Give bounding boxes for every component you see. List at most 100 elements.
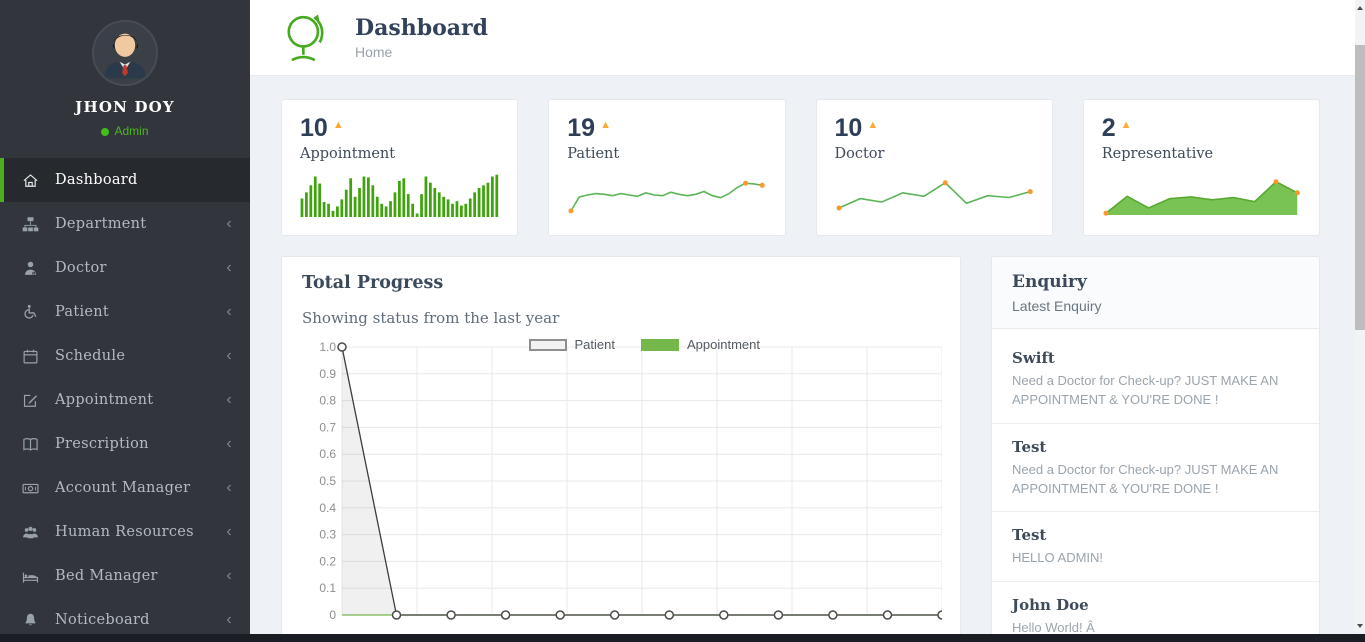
svg-text:1.0: 1.0 (319, 340, 336, 354)
representative-sparkline (1102, 171, 1301, 219)
chevron-left-icon: ‹ (226, 479, 232, 496)
patient-sparkline (567, 171, 766, 219)
chevron-left-icon: ‹ (226, 303, 232, 320)
stat-card-appointment: 10 ▲ Appointment (281, 99, 519, 236)
svg-text:0.3: 0.3 (319, 528, 336, 542)
user-avatar-illustration (94, 22, 156, 84)
enquiry-message: Hello World! Â (1012, 620, 1095, 636)
scrollbar-thumb[interactable] (1355, 45, 1365, 330)
enquiry-item[interactable]: Test HELLO ADMIN! (992, 511, 1319, 581)
sidebar-item-label: Bed Manager (55, 568, 158, 584)
sidebar-item-label: Appointment (55, 392, 154, 408)
stat-label: Appointment (300, 145, 396, 162)
enquiry-subtitle: Latest Enquiry (1012, 298, 1102, 314)
trend-up-icon: ▲ (332, 119, 344, 131)
sidebar-item-label: Doctor (55, 260, 107, 276)
edit-icon (22, 392, 39, 409)
svg-text:0.6: 0.6 (319, 447, 336, 461)
enquiry-item[interactable]: Test Need a Doctor for Check-up? JUST MAK… (992, 422, 1319, 512)
sidebar-item-label: Human Resources (55, 524, 194, 540)
scrollbar-up-button[interactable] (1355, 0, 1365, 16)
svg-text:0: 0 (329, 608, 336, 622)
breadcrumb[interactable]: Home (355, 44, 393, 60)
svg-text:0.7: 0.7 (319, 420, 336, 434)
sidebar-item-patient[interactable]: Patient ‹ (0, 290, 250, 334)
enquiry-list: Swift Need a Doctor for Check-up? JUST MA… (992, 329, 1319, 642)
enquiry-title: Enquiry (1012, 272, 1087, 292)
scroll-up-icon (1357, 6, 1363, 10)
enquiry-item[interactable]: Swift Need a Doctor for Check-up? JUST MA… (992, 335, 1319, 423)
chevron-left-icon: ‹ (226, 391, 232, 408)
sitemap-icon (22, 216, 39, 233)
trend-up-icon: ▲ (867, 119, 879, 131)
sidebar-item-bed-manager[interactable]: Bed Manager ‹ (0, 554, 250, 598)
trend-up-icon: ▲ (1120, 119, 1132, 131)
stat-card-representative: 2 ▲ Representative (1082, 99, 1320, 236)
sidebar-menu: Dashboard Department ‹ Doctor ‹ Patient ‹ Sched… (0, 158, 250, 642)
chevron-left-icon: ‹ (226, 215, 232, 232)
enquiry-message: Need a Doctor for Check-up? JUST MAKE AN… (1012, 373, 1279, 407)
sidebar-item-account-manager[interactable]: Account Manager ‹ (0, 466, 250, 510)
doctor-sparkline (835, 171, 1034, 219)
enquiry-name: Swift (1012, 349, 1055, 367)
sidebar-item-human-resources[interactable]: Human Resources ‹ (0, 510, 250, 554)
sidebar-item-schedule[interactable]: Schedule ‹ (0, 334, 250, 378)
trend-up-icon: ▲ (600, 119, 611, 131)
chevron-left-icon: ‹ (226, 611, 232, 628)
sidebar-item-doctor[interactable]: Doctor ‹ (0, 246, 250, 290)
chevron-left-icon: ‹ (226, 523, 232, 540)
home-icon (22, 172, 39, 189)
enquiry-panel: Enquiry Latest Enquiry Swift Need a Docto… (991, 256, 1320, 642)
appointment-sparkline (300, 171, 499, 219)
sidebar: JHON DOY Admin Dashboard Department ‹ Docto… (0, 0, 250, 642)
legend-item-appointment: Appointment (641, 337, 760, 352)
legend-label: Patient (574, 337, 615, 352)
vertical-scrollbar[interactable] (1355, 0, 1365, 634)
main-area: Dashboard Home 10 ▲ Appointment 19 ▲ Patient 1… (250, 0, 1355, 642)
taskbar-strip (0, 634, 1365, 642)
legend-item-patient: Patient (528, 337, 615, 352)
svg-text:0.8: 0.8 (319, 394, 336, 408)
sidebar-item-label: Schedule (55, 348, 126, 364)
profile: JHON DOY Admin (0, 0, 250, 152)
stat-label: Patient (567, 145, 620, 162)
calendar-icon (22, 348, 39, 365)
enquiry-item[interactable]: John Doe Hello World! Â (992, 581, 1319, 642)
sidebar-item-dashboard[interactable]: Dashboard (0, 158, 250, 202)
stats-row: 10 ▲ Appointment 19 ▲ Patient 10 ▲ Doctor 2 ▲ Repre… (281, 99, 1320, 236)
sidebar-item-label: Noticeboard (55, 612, 150, 628)
svg-text:0.2: 0.2 (319, 554, 336, 568)
stat-label: Doctor (834, 145, 885, 162)
panel-title: Total Progress (302, 273, 444, 293)
scroll-down-icon (1357, 624, 1363, 628)
sidebar-item-label: Patient (55, 304, 110, 320)
svg-text:0.5: 0.5 (319, 474, 336, 488)
chevron-left-icon: ‹ (226, 435, 232, 452)
sidebar-item-noticeboard[interactable]: Noticeboard ‹ (0, 598, 250, 642)
svg-text:0.1: 0.1 (319, 581, 336, 595)
sidebar-item-prescription[interactable]: Prescription ‹ (0, 422, 250, 466)
svg-text:0.9: 0.9 (319, 367, 336, 381)
legend-swatch (641, 338, 679, 351)
scrollbar-down-button[interactable] (1355, 618, 1365, 634)
online-status-icon (101, 128, 110, 136)
enquiry-name: John Doe (1012, 596, 1089, 615)
doctor-icon (22, 260, 39, 277)
chevron-left-icon: ‹ (226, 567, 232, 584)
sidebar-item-department[interactable]: Department ‹ (0, 202, 250, 246)
profile-role-label: Admin (114, 124, 149, 138)
chevron-left-icon: ‹ (226, 259, 232, 276)
avatar (92, 20, 158, 86)
sidebar-item-label: Dashboard (55, 172, 138, 188)
money-icon (22, 480, 39, 497)
sidebar-item-appointment[interactable]: Appointment ‹ (0, 378, 250, 422)
wheelchair-icon (22, 304, 39, 321)
enquiry-header: Enquiry Latest Enquiry (992, 257, 1319, 329)
globe-icon (287, 14, 324, 61)
enquiry-name: Test (1012, 437, 1047, 456)
book-icon (22, 436, 39, 453)
enquiry-name: Test (1012, 526, 1047, 545)
profile-role: Admin (0, 124, 250, 138)
svg-text:0.4: 0.4 (319, 501, 336, 515)
total-progress-chart: 1.0 0.9 0.8 0.7 0.6 0.5 0.4 0.3 0.2 0.1 0 (302, 337, 947, 642)
